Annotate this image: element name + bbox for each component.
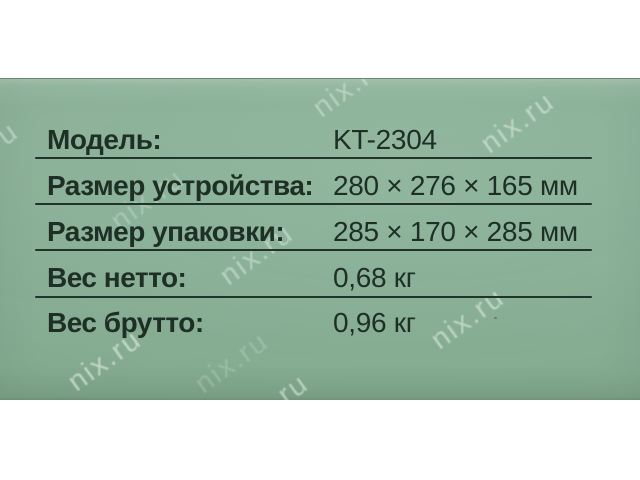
spec-value-device-size: 280 × 276 × 165 мм	[333, 170, 578, 201]
spec-label-package-size: Размер упаковки:	[47, 216, 285, 247]
spec-label-net-weight: Вес нетто:	[47, 262, 187, 293]
spec-value-net-weight: 0,68 кг	[333, 262, 416, 293]
spec-row-model: Модель: KT-2304	[0, 123, 640, 157]
spec-label-gross-weight: Вес брутто:	[47, 307, 204, 338]
row-divider	[35, 296, 592, 298]
spec-row-net-weight: Вес нетто: 0,68 кг	[0, 261, 640, 295]
spec-value-model: KT-2304	[333, 124, 437, 155]
spec-value-package-size: 285 × 170 × 285 мм	[333, 216, 578, 247]
spec-row-gross-weight: Вес брутто: 0,96 кг	[0, 306, 640, 340]
dust-speck	[494, 317, 497, 319]
spec-value-gross-weight: 0,96 кг	[333, 307, 416, 338]
row-divider	[35, 203, 592, 205]
spec-row-package-size: Размер упаковки: 285 × 170 × 285 мм	[0, 215, 640, 249]
nix-ru-watermark: nix.ru	[206, 351, 339, 400]
spec-label-device-size: Размер устройства:	[47, 170, 314, 201]
spec-row-device-size: Размер устройства: 280 × 276 × 165 мм	[0, 169, 640, 203]
product-spec-photo: nix.ru nix.ru nix.ru nix.ru nix.ru nix.r…	[0, 78, 640, 400]
spec-label-model: Модель:	[47, 124, 162, 155]
row-divider	[35, 249, 592, 251]
row-divider	[35, 157, 592, 159]
